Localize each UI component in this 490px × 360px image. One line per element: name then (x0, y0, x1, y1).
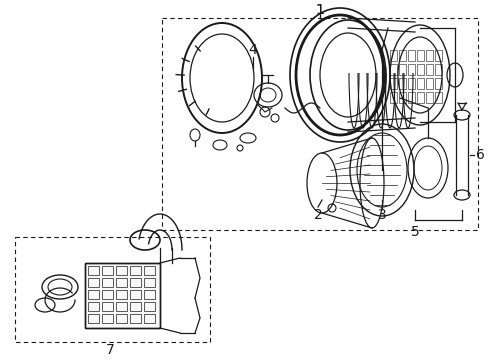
Bar (390, 64, 397, 75)
Bar (426, 92, 433, 103)
Bar (130, 314, 141, 323)
Bar (417, 64, 424, 75)
Bar (417, 78, 424, 89)
Bar (144, 314, 155, 323)
Text: 1: 1 (316, 3, 324, 17)
Bar (144, 266, 155, 275)
Bar (102, 278, 113, 287)
Text: 2: 2 (314, 208, 322, 222)
Text: 7: 7 (106, 343, 114, 357)
Bar (144, 290, 155, 299)
Bar (435, 92, 442, 103)
Bar (116, 314, 127, 323)
Bar (130, 290, 141, 299)
Bar (162, 18, 478, 230)
Bar (130, 266, 141, 275)
Bar (88, 290, 99, 299)
Bar (408, 50, 415, 61)
Bar (130, 302, 141, 311)
Bar (102, 290, 113, 299)
Text: 4: 4 (248, 43, 257, 57)
Bar (88, 314, 99, 323)
Bar (435, 78, 442, 89)
Bar (399, 64, 406, 75)
Bar (130, 278, 141, 287)
Text: 5: 5 (411, 225, 419, 239)
Bar (102, 314, 113, 323)
Bar (426, 78, 433, 89)
Bar (85, 263, 160, 328)
Bar (102, 266, 113, 275)
Bar (116, 290, 127, 299)
Bar (15, 237, 210, 342)
Bar (417, 50, 424, 61)
Bar (116, 302, 127, 311)
Bar (390, 78, 397, 89)
Bar (408, 78, 415, 89)
Text: 6: 6 (476, 148, 485, 162)
Bar (116, 266, 127, 275)
Text: 1: 1 (316, 3, 324, 17)
Bar (399, 92, 406, 103)
Bar (88, 302, 99, 311)
Bar (435, 64, 442, 75)
Bar (390, 50, 397, 61)
Bar (102, 302, 113, 311)
Bar (116, 278, 127, 287)
Bar (408, 92, 415, 103)
Bar (399, 50, 406, 61)
Bar (144, 302, 155, 311)
Bar (85, 263, 160, 328)
Bar (417, 92, 424, 103)
Bar (426, 50, 433, 61)
Bar (399, 78, 406, 89)
Bar (408, 64, 415, 75)
Bar (144, 278, 155, 287)
Bar (426, 64, 433, 75)
Bar (435, 50, 442, 61)
Bar (88, 278, 99, 287)
Bar (390, 92, 397, 103)
Bar (88, 266, 99, 275)
Text: 3: 3 (378, 208, 387, 222)
